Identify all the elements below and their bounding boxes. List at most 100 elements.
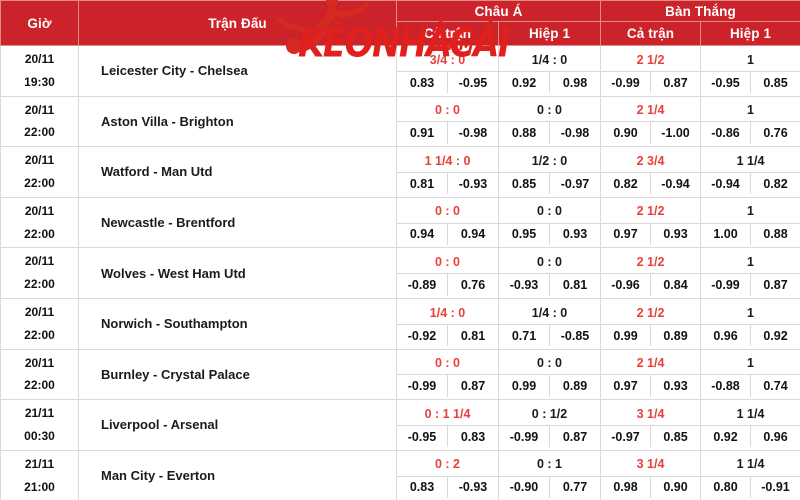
line-asian-fulltime[interactable]: 0 : 0 [397, 250, 498, 275]
price-goals-firsthalf-under[interactable]: 0.92 [750, 324, 800, 347]
price-goals-firsthalf-under[interactable]: 0.76 [750, 121, 800, 144]
line-goals-fulltime[interactable]: 2 1/2 [601, 48, 700, 72]
price-goals-fulltime-under[interactable]: 0.89 [650, 324, 700, 347]
price-asian-fulltime-home[interactable]: 0.81 [397, 172, 448, 195]
line-goals-fulltime[interactable]: 2 1/4 [601, 98, 700, 123]
price-goals-firsthalf-over[interactable]: 1.00 [701, 223, 751, 246]
table-row[interactable]: 20/11 22:00 Aston Villa - Brighton 0 : 0 0.9… [0, 95, 800, 148]
price-asian-firsthalf-home[interactable]: 0.95 [499, 223, 550, 246]
price-goals-fulltime-over[interactable]: 0.82 [601, 172, 651, 195]
line-goals-firsthalf[interactable]: 1 [701, 301, 800, 325]
price-goals-firsthalf-over[interactable]: -0.88 [701, 374, 751, 397]
price-asian-firsthalf-home[interactable]: 0.92 [499, 71, 550, 94]
match-name[interactable]: Aston Villa - Brighton [78, 95, 397, 148]
price-asian-fulltime-home[interactable]: -0.95 [397, 425, 448, 448]
match-name[interactable]: Watford - Man Utd [78, 146, 397, 198]
price-goals-fulltime-over[interactable]: -0.97 [601, 425, 651, 448]
price-asian-firsthalf-away[interactable]: 0.87 [549, 425, 600, 448]
match-name[interactable]: Norwich - Southampton [78, 297, 397, 350]
match-name[interactable]: Man City - Everton [78, 449, 397, 500]
line-goals-fulltime[interactable]: 2 3/4 [601, 149, 700, 173]
price-goals-firsthalf-under[interactable]: 0.96 [750, 425, 800, 448]
line-goals-firsthalf[interactable]: 1 [701, 351, 800, 376]
price-goals-firsthalf-under[interactable]: 0.88 [750, 223, 800, 246]
line-asian-firsthalf[interactable]: 0 : 0 [499, 250, 600, 275]
table-row[interactable]: 21/11 00:30 Liverpool - Arsenal 0 : 1 1/4 -0… [0, 399, 800, 451]
line-goals-fulltime[interactable]: 2 1/2 [601, 301, 700, 325]
price-asian-fulltime-away[interactable]: -0.93 [447, 172, 498, 195]
price-asian-firsthalf-away[interactable]: 0.98 [549, 71, 600, 94]
price-goals-fulltime-under[interactable]: -1.00 [650, 121, 700, 144]
price-asian-firsthalf-home[interactable]: 0.88 [499, 121, 550, 144]
price-goals-fulltime-over[interactable]: 0.97 [601, 374, 651, 397]
price-asian-firsthalf-home[interactable]: -0.99 [499, 425, 550, 448]
line-asian-firsthalf[interactable]: 1/2 : 0 [499, 149, 600, 173]
line-goals-firsthalf[interactable]: 1 1/4 [701, 402, 800, 426]
table-row[interactable]: 20/11 22:00 Newcastle - Brentford 0 : 0 0.94… [0, 196, 800, 249]
line-goals-fulltime[interactable]: 2 1/4 [601, 351, 700, 376]
line-asian-fulltime[interactable]: 0 : 1 1/4 [397, 402, 498, 426]
price-asian-fulltime-away[interactable]: 0.76 [447, 273, 498, 296]
line-asian-fulltime[interactable]: 0 : 0 [397, 98, 498, 123]
price-asian-fulltime-home[interactable]: 0.83 [397, 476, 448, 499]
match-name[interactable]: Newcastle - Brentford [78, 196, 397, 249]
table-row[interactable]: 20/11 22:00 Watford - Man Utd 1 1/4 : 0 0.81… [0, 146, 800, 198]
price-goals-fulltime-under[interactable]: 0.84 [650, 273, 700, 296]
price-goals-fulltime-under[interactable]: 0.85 [650, 425, 700, 448]
line-asian-firsthalf[interactable]: 0 : 0 [499, 98, 600, 123]
match-name[interactable]: Liverpool - Arsenal [78, 399, 397, 451]
line-asian-firsthalf[interactable]: 1/4 : 0 [499, 48, 600, 72]
price-asian-fulltime-away[interactable]: -0.95 [447, 71, 498, 94]
line-asian-fulltime[interactable]: 1/4 : 0 [397, 301, 498, 325]
line-asian-firsthalf[interactable]: 0 : 1 [499, 453, 600, 477]
price-asian-fulltime-away[interactable]: -0.93 [447, 476, 498, 499]
price-asian-fulltime-home[interactable]: 0.83 [397, 71, 448, 94]
line-asian-firsthalf[interactable]: 0 : 0 [499, 200, 600, 224]
line-asian-fulltime[interactable]: 0 : 0 [397, 351, 498, 376]
price-asian-fulltime-away[interactable]: -0.98 [447, 121, 498, 144]
price-goals-fulltime-over[interactable]: -0.96 [601, 273, 651, 296]
price-goals-firsthalf-over[interactable]: -0.95 [701, 71, 751, 94]
price-goals-firsthalf-under[interactable]: 0.74 [750, 374, 800, 397]
table-row[interactable]: 20/11 19:30 Leicester City - Chelsea 3/4 : … [0, 45, 800, 97]
price-asian-fulltime-home[interactable]: -0.92 [397, 324, 448, 347]
price-goals-firsthalf-over[interactable]: -0.99 [701, 273, 751, 296]
line-goals-firsthalf[interactable]: 1 [701, 98, 800, 123]
price-goals-firsthalf-over[interactable]: -0.86 [701, 121, 751, 144]
price-goals-firsthalf-over[interactable]: 0.80 [701, 476, 751, 499]
price-goals-fulltime-under[interactable]: 0.87 [650, 71, 700, 94]
price-goals-fulltime-under[interactable]: 0.93 [650, 223, 700, 246]
price-goals-firsthalf-over[interactable]: 0.92 [701, 425, 751, 448]
line-goals-fulltime[interactable]: 3 1/4 [601, 453, 700, 477]
price-goals-fulltime-over[interactable]: 0.97 [601, 223, 651, 246]
price-asian-firsthalf-home[interactable]: -0.90 [499, 476, 550, 499]
table-row[interactable]: 20/11 22:00 Wolves - West Ham Utd 0 : 0 -0.8… [0, 247, 800, 299]
price-asian-firsthalf-away[interactable]: -0.98 [549, 121, 600, 144]
price-asian-fulltime-home[interactable]: -0.99 [397, 374, 448, 397]
line-goals-fulltime[interactable]: 2 1/2 [601, 200, 700, 224]
line-asian-fulltime[interactable]: 0 : 0 [397, 200, 498, 224]
price-asian-firsthalf-away[interactable]: 0.89 [549, 374, 600, 397]
table-row[interactable]: 20/11 22:00 Norwich - Southampton 1/4 : 0 -0… [0, 297, 800, 350]
price-goals-firsthalf-under[interactable]: 0.85 [750, 71, 800, 94]
line-asian-firsthalf[interactable]: 1/4 : 0 [499, 301, 600, 325]
line-goals-firsthalf[interactable]: 1 [701, 48, 800, 72]
line-asian-firsthalf[interactable]: 0 : 0 [499, 351, 600, 376]
line-asian-fulltime[interactable]: 0 : 2 [397, 453, 498, 477]
price-goals-firsthalf-under[interactable]: 0.82 [750, 172, 800, 195]
price-asian-fulltime-away[interactable]: 0.94 [447, 223, 498, 246]
match-name[interactable]: Burnley - Crystal Palace [78, 348, 397, 401]
price-asian-firsthalf-home[interactable]: -0.93 [499, 273, 550, 296]
line-goals-firsthalf[interactable]: 1 [701, 250, 800, 275]
price-goals-fulltime-under[interactable]: -0.94 [650, 172, 700, 195]
line-goals-fulltime[interactable]: 2 1/2 [601, 250, 700, 275]
line-asian-firsthalf[interactable]: 0 : 1/2 [499, 402, 600, 426]
price-asian-firsthalf-away[interactable]: 0.93 [549, 223, 600, 246]
price-asian-fulltime-home[interactable]: 0.91 [397, 121, 448, 144]
price-goals-firsthalf-over[interactable]: 0.96 [701, 324, 751, 347]
price-goals-firsthalf-under[interactable]: 0.87 [750, 273, 800, 296]
price-asian-firsthalf-away[interactable]: 0.81 [549, 273, 600, 296]
match-name[interactable]: Leicester City - Chelsea [78, 45, 397, 97]
price-asian-firsthalf-home[interactable]: 0.99 [499, 374, 550, 397]
line-goals-fulltime[interactable]: 3 1/4 [601, 402, 700, 426]
